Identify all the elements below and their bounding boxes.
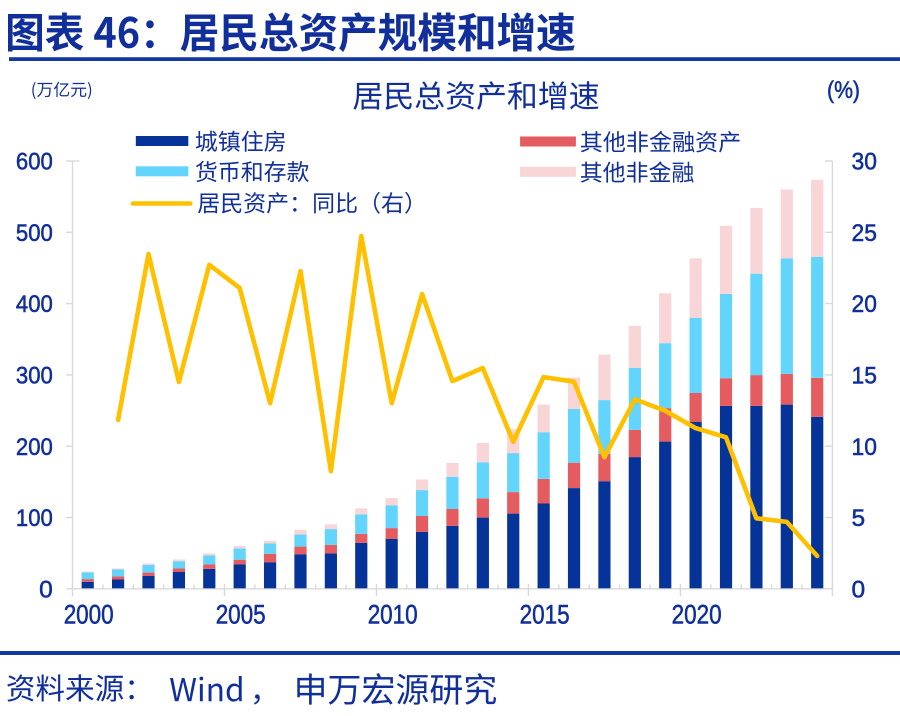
- svg-text:2010: 2010: [368, 600, 418, 630]
- svg-text:20: 20: [852, 291, 877, 318]
- svg-text:30: 30: [852, 149, 877, 176]
- svg-text:2000: 2000: [64, 600, 114, 630]
- svg-text:2020: 2020: [672, 600, 722, 630]
- svg-text:10: 10: [852, 434, 877, 461]
- svg-text:25: 25: [852, 220, 877, 247]
- svg-text:300: 300: [16, 363, 53, 390]
- svg-text:500: 500: [16, 220, 53, 247]
- svg-text:5: 5: [852, 505, 866, 532]
- svg-text:400: 400: [16, 291, 53, 318]
- svg-text:0: 0: [852, 576, 866, 603]
- svg-text:15: 15: [852, 363, 877, 390]
- svg-text:2005: 2005: [216, 600, 266, 630]
- svg-text:200: 200: [16, 434, 53, 461]
- svg-text:2015: 2015: [520, 600, 570, 630]
- svg-text:0: 0: [39, 576, 53, 603]
- svg-text:(%): (%): [827, 77, 860, 104]
- svg-text:600: 600: [16, 149, 53, 176]
- svg-text:100: 100: [16, 505, 53, 532]
